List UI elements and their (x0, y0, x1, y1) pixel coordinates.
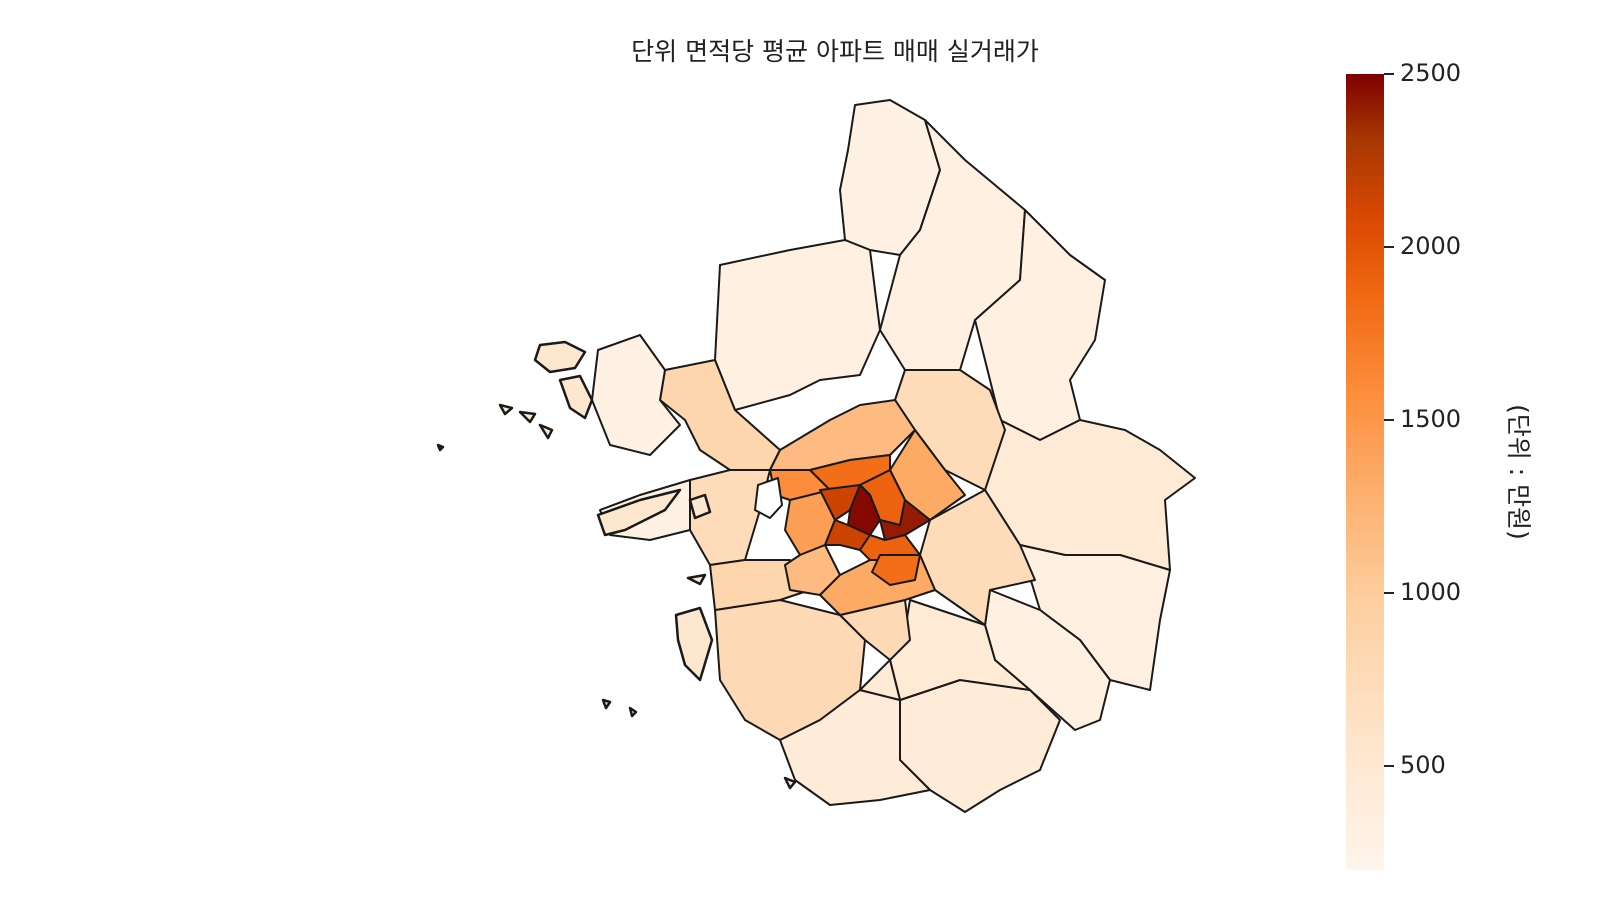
region-west-2 (709, 559, 811, 611)
island-7 (518, 410, 537, 424)
island-9 (436, 443, 445, 452)
map-title: 단위 면적당 평균 아파트 매매 실거래가 (631, 37, 1039, 66)
colorbar-tick-label: 1500 (1400, 405, 1462, 434)
colorbar-label: (단위 : 만원) (1504, 404, 1533, 540)
colorbar-tick-label: 2000 (1400, 232, 1462, 261)
island-2 (558, 374, 594, 420)
island-12 (686, 573, 707, 586)
island-1 (533, 340, 587, 374)
region-no-data (754, 477, 783, 519)
region-south-5 (859, 659, 901, 701)
island-8 (538, 423, 554, 440)
region-north-3 (714, 239, 881, 411)
region-south-3 (779, 689, 931, 806)
colorbar-tick-label: 500 (1400, 751, 1446, 780)
island-6 (498, 403, 514, 416)
island-4 (688, 493, 712, 520)
island-5 (674, 606, 714, 682)
colorbar-tick-label: 2500 (1400, 59, 1462, 87)
island-11 (628, 706, 638, 718)
region-center-ring-1 (769, 399, 916, 471)
island-10 (601, 698, 612, 710)
region-center-seoul-8 (871, 554, 921, 586)
colorbar (1346, 74, 1384, 870)
colorbar-tick-label: 1000 (1400, 578, 1462, 607)
island-3 (596, 488, 682, 537)
choropleth-map (436, 99, 1196, 813)
region-west-1 (689, 469, 771, 566)
island-13 (783, 776, 797, 790)
region-northwest-2 (591, 334, 681, 456)
